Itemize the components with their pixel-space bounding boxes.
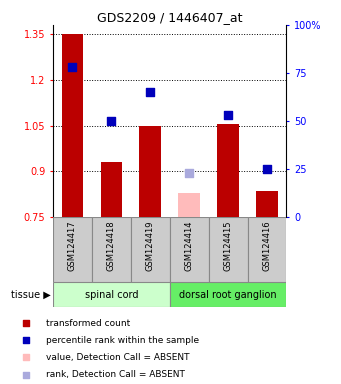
Point <box>225 112 231 118</box>
Point <box>147 89 153 95</box>
Bar <box>169 217 209 282</box>
Bar <box>62 34 83 217</box>
Title: GDS2209 / 1446407_at: GDS2209 / 1446407_at <box>97 11 242 24</box>
Point <box>24 354 29 360</box>
Bar <box>53 217 92 282</box>
Point <box>108 118 114 124</box>
Text: spinal cord: spinal cord <box>85 290 138 300</box>
Text: GSM124415: GSM124415 <box>224 220 233 271</box>
Bar <box>131 217 169 282</box>
Text: percentile rank within the sample: percentile rank within the sample <box>46 336 199 345</box>
Bar <box>178 193 200 217</box>
Text: dorsal root ganglion: dorsal root ganglion <box>179 290 277 300</box>
Bar <box>256 191 278 217</box>
Bar <box>209 217 248 282</box>
Text: GSM124414: GSM124414 <box>184 220 194 271</box>
Bar <box>139 126 161 217</box>
Text: GSM124418: GSM124418 <box>107 220 116 271</box>
Text: GSM124419: GSM124419 <box>146 220 155 271</box>
Bar <box>101 162 122 217</box>
Text: value, Detection Call = ABSENT: value, Detection Call = ABSENT <box>46 353 190 361</box>
Text: GSM124416: GSM124416 <box>263 220 271 271</box>
Text: GSM124417: GSM124417 <box>68 220 77 271</box>
Bar <box>92 217 131 282</box>
Bar <box>169 282 286 307</box>
Point <box>70 64 75 70</box>
Bar <box>53 282 169 307</box>
Point <box>187 170 192 176</box>
Text: transformed count: transformed count <box>46 319 130 328</box>
Point <box>24 320 29 326</box>
Bar <box>248 217 286 282</box>
Point <box>24 337 29 343</box>
Point <box>24 371 29 377</box>
Point <box>264 166 270 172</box>
Bar <box>217 124 239 217</box>
Text: tissue ▶: tissue ▶ <box>11 290 51 300</box>
Text: rank, Detection Call = ABSENT: rank, Detection Call = ABSENT <box>46 370 185 379</box>
